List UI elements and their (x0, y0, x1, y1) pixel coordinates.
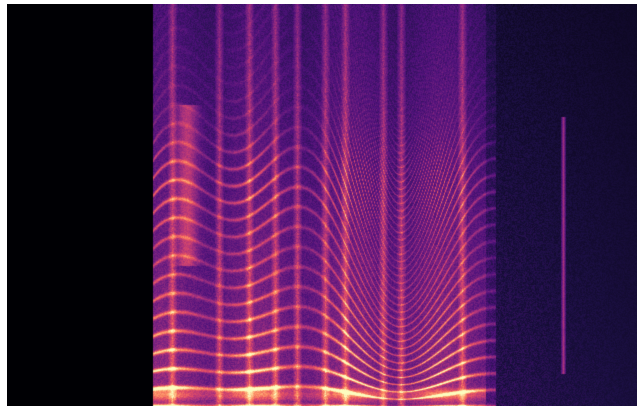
spectrogram-image (7, 4, 637, 406)
